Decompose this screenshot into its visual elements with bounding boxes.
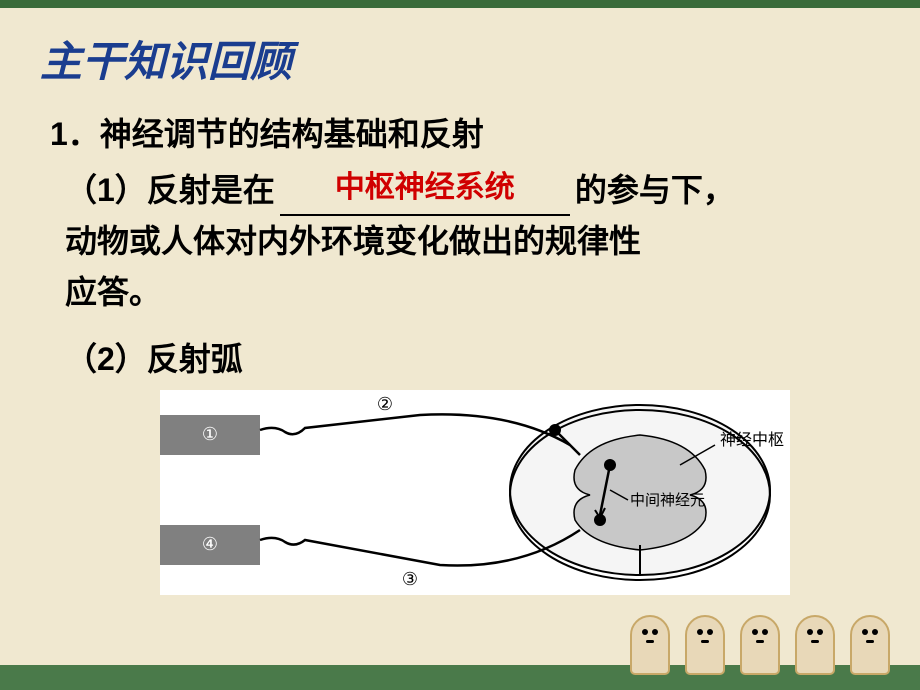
finger-4 (795, 615, 835, 675)
finger-5 (850, 615, 890, 675)
slide-title: 主干知识回顾 (40, 28, 880, 89)
sub1-suffix: 的参与下， (575, 172, 735, 208)
label-2: ② (377, 394, 393, 414)
subsection-1: （1）反射是在中枢神经系统的参与下， 动物或人体对内外环境变化做出的规律性 应答… (65, 165, 880, 319)
label-1: ① (202, 424, 218, 444)
sub1-line2: 动物或人体对内外环境变化做出的规律性 (65, 223, 641, 259)
section-1-heading: 1．神经调节的结构基础和反射 (50, 109, 880, 155)
nerve-center-label: 神经中枢 (720, 431, 784, 449)
fill-blank: 中枢神经系统 (280, 214, 570, 216)
fill-answer: 中枢神经系统 (335, 164, 515, 212)
diagram-svg: ① ④ ② ③ (160, 390, 790, 595)
bottom-decoration (0, 615, 920, 690)
sub1-line3: 应答。 (65, 274, 161, 310)
sub1-prefix: （1）反射是在 (65, 172, 275, 208)
label-3: ③ (402, 569, 418, 589)
finger-characters (630, 615, 890, 675)
slide-content: 主干知识回顾 1．神经调节的结构基础和反射 （1）反射是在中枢神经系统的参与下，… (0, 8, 920, 615)
afferent-nerve (260, 414, 570, 445)
finger-1 (630, 615, 670, 675)
reflex-arc-diagram: ① ④ ② ③ (160, 390, 790, 595)
top-accent-bar (0, 0, 920, 8)
subsection-2: （2）反射弧 (65, 334, 880, 380)
interneuron-label: 中间神经元 (630, 492, 705, 509)
finger-3 (740, 615, 780, 675)
label-4: ④ (202, 534, 218, 554)
finger-2 (685, 615, 725, 675)
